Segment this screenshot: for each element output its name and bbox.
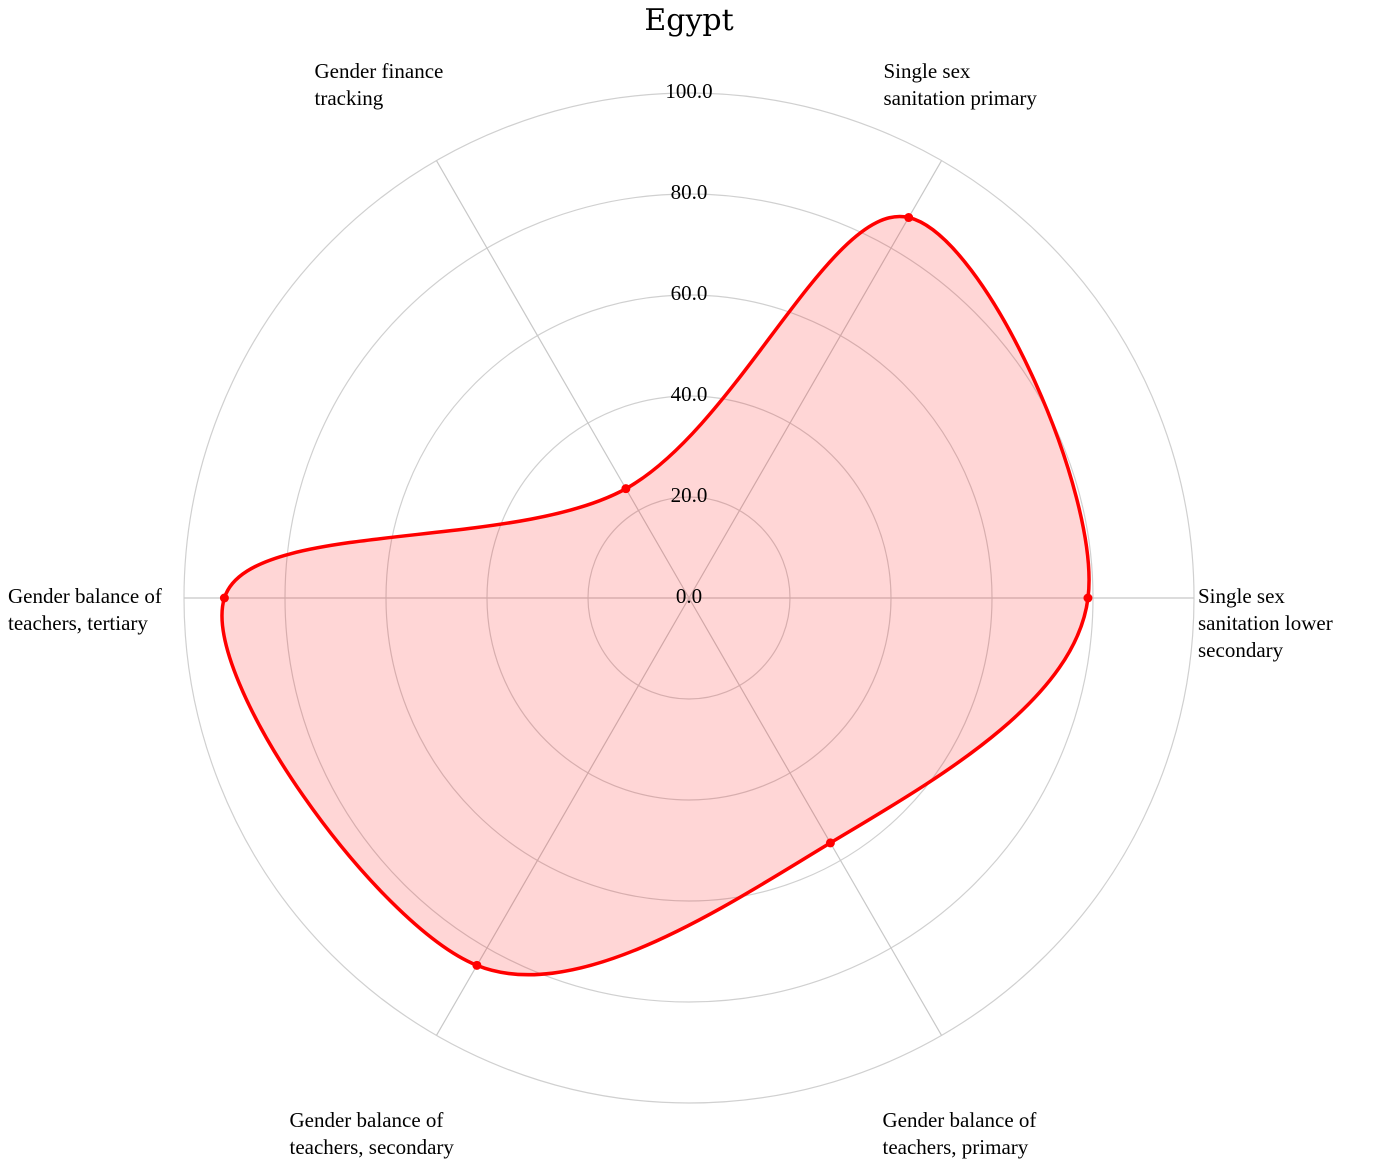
axis-label-line: sanitation primary: [884, 86, 1038, 110]
axis-label-line: secondary: [1198, 638, 1284, 662]
radial-tick-label: 80.0: [671, 180, 708, 204]
axis-label: Single sex sanitation lower secondary: [1198, 584, 1333, 662]
radial-tick-label: 40.0: [671, 382, 708, 406]
data-point: [472, 960, 482, 970]
axis-label-line: Single sex: [1198, 584, 1285, 608]
series-area: [222, 216, 1090, 975]
data-point: [825, 838, 835, 848]
axis-label-line: sanitation lower: [1198, 611, 1333, 635]
axis-label-line: Gender balance of: [883, 1108, 1037, 1132]
radial-tick-label: 60.0: [671, 281, 708, 305]
axis-label: Gender balance of teachers, primary: [883, 1108, 1037, 1159]
radial-tick-label: 20.0: [671, 483, 708, 507]
axis-spoke: [688, 160, 943, 599]
data-point: [1083, 593, 1093, 603]
axis-spoke: [435, 160, 690, 599]
axis-label-line: Gender finance: [315, 59, 444, 83]
axis-label-line: Gender balance of: [8, 584, 162, 608]
axis-label-line: Gender balance of: [290, 1108, 444, 1132]
data-point: [904, 213, 914, 223]
data-point: [219, 593, 229, 603]
axis-label-line: teachers, secondary: [290, 1135, 455, 1159]
axis-label: Gender balance of teachers, tertiary: [8, 584, 162, 635]
axis-label-line: teachers, primary: [883, 1135, 1029, 1159]
axis-label: Gender balance of teachers, secondary: [290, 1108, 455, 1159]
axis-label: Single sex sanitation primary: [884, 59, 1038, 110]
tick-layer: 0.0 20.0 40.0 60.0 80.0 100.0: [665, 79, 712, 608]
series-layer: [219, 213, 1093, 977]
grid-layer: [183, 92, 1195, 1104]
axis-spoke: [688, 597, 943, 1036]
data-point: [621, 484, 631, 494]
axis-label-line: Single sex: [884, 59, 971, 83]
chart-title: Egypt: [644, 3, 733, 38]
axis-label-line: teachers, tertiary: [8, 611, 148, 635]
radial-tick-label: 0.0: [676, 584, 702, 608]
axis-label: Gender finance tracking: [315, 59, 444, 110]
axis-label-layer: Single sex sanitation lower secondarySingl…: [8, 59, 1333, 1159]
axis-label-line: tracking: [315, 86, 384, 110]
radial-tick-label: 100.0: [665, 79, 712, 103]
